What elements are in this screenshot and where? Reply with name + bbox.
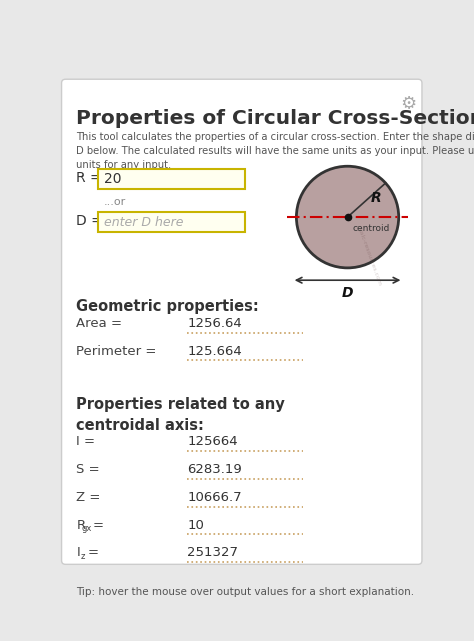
Text: =: = bbox=[92, 519, 104, 531]
Text: ...or: ...or bbox=[104, 197, 127, 207]
Text: 125.664: 125.664 bbox=[187, 345, 242, 358]
Text: 1256.64: 1256.64 bbox=[187, 317, 242, 330]
Text: 6283.19: 6283.19 bbox=[187, 463, 242, 476]
Text: I: I bbox=[76, 546, 80, 560]
Text: centroid: centroid bbox=[352, 224, 390, 233]
Text: calc-resources.com: calc-resources.com bbox=[356, 228, 382, 287]
Text: z: z bbox=[81, 552, 85, 561]
Text: gx: gx bbox=[82, 524, 92, 533]
Text: =: = bbox=[87, 546, 98, 560]
Text: 125664: 125664 bbox=[187, 435, 238, 449]
Text: 10666.7: 10666.7 bbox=[187, 491, 242, 504]
FancyBboxPatch shape bbox=[98, 169, 245, 189]
Text: 251327: 251327 bbox=[187, 546, 238, 560]
Text: D =: D = bbox=[76, 214, 103, 228]
Text: Tip: hover the mouse over output values for a short explanation.: Tip: hover the mouse over output values … bbox=[76, 587, 414, 597]
Text: S =: S = bbox=[76, 463, 100, 476]
Text: D: D bbox=[342, 286, 353, 299]
FancyBboxPatch shape bbox=[98, 212, 245, 233]
Text: R =: R = bbox=[76, 171, 102, 185]
Text: Properties of Circular Cross-Section: Properties of Circular Cross-Section bbox=[76, 109, 474, 128]
Text: Geometric properties:: Geometric properties: bbox=[76, 299, 259, 313]
Text: R: R bbox=[76, 519, 85, 531]
Text: 10: 10 bbox=[187, 519, 204, 531]
Text: enter D here: enter D here bbox=[104, 216, 184, 229]
Circle shape bbox=[296, 166, 399, 268]
Text: 20: 20 bbox=[104, 172, 122, 187]
FancyBboxPatch shape bbox=[62, 79, 422, 564]
Text: ⚙: ⚙ bbox=[400, 96, 416, 113]
Text: Area =: Area = bbox=[76, 317, 122, 330]
Text: I =: I = bbox=[76, 435, 95, 449]
Text: This tool calculates the properties of a circular cross-section. Enter the shape: This tool calculates the properties of a… bbox=[76, 132, 474, 170]
Text: R: R bbox=[370, 191, 381, 204]
Text: Z =: Z = bbox=[76, 491, 100, 504]
Text: Perimeter =: Perimeter = bbox=[76, 345, 157, 358]
Text: Properties related to any
centroidal axis:: Properties related to any centroidal axi… bbox=[76, 397, 285, 433]
